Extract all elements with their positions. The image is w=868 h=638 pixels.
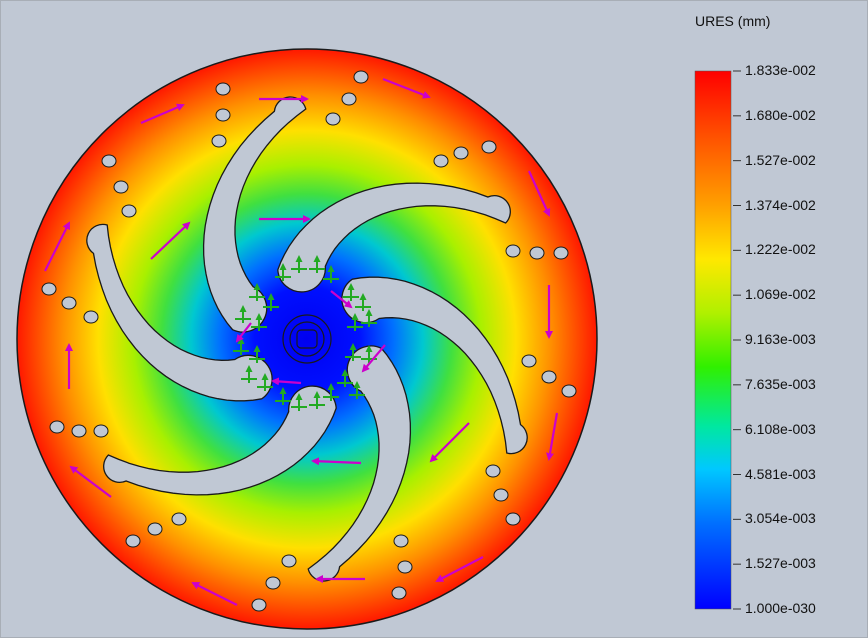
vent-hole bbox=[83, 310, 99, 324]
load-arrow bbox=[330, 290, 353, 309]
vent-hole bbox=[505, 512, 521, 526]
legend-label: 9.163e-003 bbox=[745, 331, 816, 347]
vent-hole bbox=[125, 534, 141, 548]
legend-ticks bbox=[733, 70, 741, 610]
legend-label: 1.069e-002 bbox=[745, 286, 816, 303]
brake-disc bbox=[16, 48, 598, 630]
load-arrow bbox=[44, 221, 70, 272]
vent-hole bbox=[481, 140, 497, 154]
vent-hole bbox=[353, 70, 369, 84]
slot bbox=[277, 182, 511, 293]
load-arrow bbox=[527, 170, 551, 217]
legend-label: 1.222e-002 bbox=[745, 241, 816, 258]
vent-hole bbox=[433, 154, 449, 168]
vent-hole bbox=[393, 534, 409, 548]
vent-hole bbox=[171, 512, 187, 526]
vent-hole bbox=[281, 554, 297, 568]
vent-hole bbox=[101, 154, 117, 168]
vent-hole bbox=[265, 576, 281, 590]
vent-hole bbox=[397, 560, 413, 574]
ventilation-holes bbox=[41, 70, 577, 612]
vent-hole bbox=[113, 180, 129, 194]
fixed-support-icon bbox=[233, 255, 377, 411]
legend-label: 1.374e-002 bbox=[745, 196, 816, 213]
vent-hole bbox=[553, 246, 569, 260]
vent-hole bbox=[93, 424, 109, 438]
vent-hole bbox=[521, 354, 537, 368]
legend-label: 1.527e-002 bbox=[745, 151, 816, 168]
vent-hole bbox=[493, 488, 509, 502]
load-arrow bbox=[150, 221, 191, 260]
hub bbox=[282, 314, 332, 364]
legend-label: 1.680e-002 bbox=[745, 106, 816, 123]
vent-hole bbox=[41, 282, 57, 296]
vent-hole bbox=[453, 146, 469, 160]
load-arrow bbox=[311, 457, 362, 466]
load-arrow bbox=[191, 582, 238, 606]
load-arrow bbox=[69, 465, 112, 498]
legend-label: 4.581e-003 bbox=[745, 465, 816, 482]
vent-hole bbox=[529, 246, 545, 260]
legend-label: 7.635e-003 bbox=[745, 375, 816, 392]
vent-hole bbox=[71, 424, 87, 438]
load-arrow bbox=[435, 556, 484, 582]
load-arrow bbox=[140, 103, 185, 125]
vent-hole bbox=[391, 586, 407, 600]
vent-hole bbox=[251, 598, 267, 612]
vent-hole bbox=[505, 244, 521, 258]
slot bbox=[103, 385, 337, 496]
vent-hole bbox=[215, 108, 231, 122]
legend-label: 6.108e-003 bbox=[745, 420, 816, 437]
load-arrow bbox=[429, 422, 470, 463]
load-arrow bbox=[546, 412, 559, 461]
load-arrow bbox=[271, 377, 302, 386]
vent-hole bbox=[211, 134, 227, 148]
legend-color-bar bbox=[694, 70, 732, 610]
vent-hole bbox=[121, 204, 137, 218]
legend-label: 1.833e-002 bbox=[745, 62, 816, 78]
vent-hole bbox=[49, 420, 65, 434]
load-arrow bbox=[235, 322, 252, 343]
vent-hole bbox=[341, 92, 357, 106]
rotational-load-arrow-icon bbox=[44, 77, 559, 606]
vent-hole bbox=[147, 522, 163, 536]
vent-hole bbox=[61, 296, 77, 310]
load-arrow bbox=[361, 344, 386, 373]
legend-label: 1.000e-030 bbox=[745, 600, 816, 616]
vent-hole bbox=[215, 82, 231, 96]
vent-hole bbox=[541, 370, 557, 384]
legend-label: 3.054e-003 bbox=[745, 510, 816, 527]
vent-hole bbox=[325, 112, 341, 126]
spiral-slots bbox=[86, 96, 528, 582]
vent-hole bbox=[561, 384, 577, 398]
legend-label: 1.527e-003 bbox=[745, 555, 816, 572]
load-arrow bbox=[382, 77, 431, 99]
slot bbox=[202, 96, 307, 333]
legend-title: URES (mm) bbox=[695, 13, 771, 29]
vent-hole bbox=[485, 464, 501, 478]
